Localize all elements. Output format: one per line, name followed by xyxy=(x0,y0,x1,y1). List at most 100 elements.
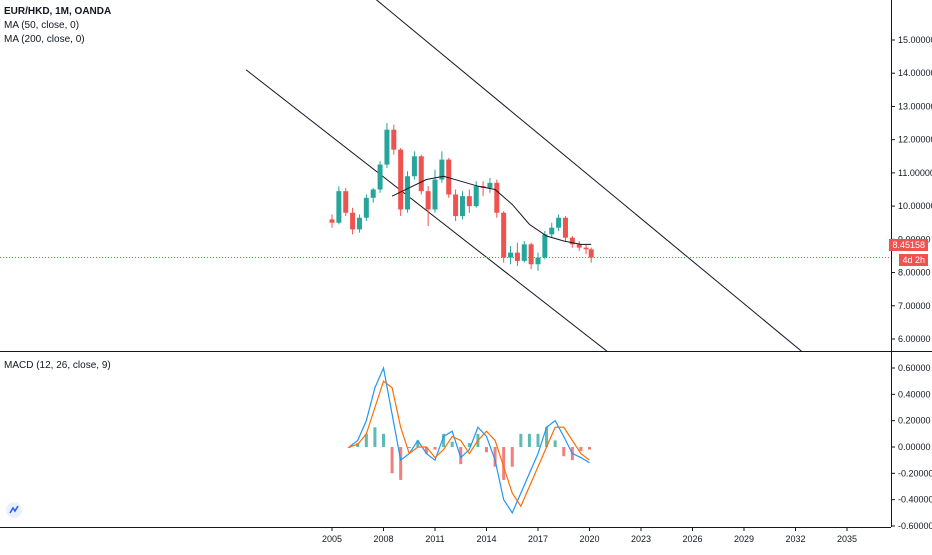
logo-glyph-icon xyxy=(9,505,19,514)
candle-body-3 xyxy=(350,212,356,230)
macd-histogram-bar-2 xyxy=(364,433,368,447)
price-tick-label-0: 6.00000 xyxy=(898,334,931,344)
candle-body-29 xyxy=(528,244,534,265)
candle-body-30 xyxy=(535,257,541,265)
macd-histogram-bar-16 xyxy=(485,447,488,453)
candle-body-10 xyxy=(398,149,404,210)
macd-histogram-bar-12 xyxy=(450,441,454,447)
macd-histogram-bar-8 xyxy=(416,440,420,447)
ma50-legend[interactable]: MA (50, close, 0) xyxy=(4,20,80,31)
price-tick-label-4: 10.00000 xyxy=(898,201,932,211)
candle-body-14 xyxy=(425,191,431,210)
price-tick-label-8: 14.00000 xyxy=(898,68,932,78)
candle-body-25 xyxy=(501,212,507,258)
macd-histogram-bar-21 xyxy=(527,433,531,447)
candle-body-38 xyxy=(588,249,594,258)
candle-body-1 xyxy=(336,191,342,223)
time-tick-label-1: 2008 xyxy=(373,534,393,544)
candle-body-33 xyxy=(556,217,562,228)
time-tick-label-6: 2023 xyxy=(631,534,651,544)
candle-body-32 xyxy=(549,227,555,235)
macd-histogram-bar-7 xyxy=(407,447,411,448)
candle-body-5 xyxy=(363,197,369,218)
candle-body-11 xyxy=(405,176,411,210)
candle-body-7 xyxy=(377,164,383,190)
candle-body-20 xyxy=(466,196,472,207)
candle-body-34 xyxy=(562,217,568,238)
macd-histogram-bar-20 xyxy=(519,433,523,447)
macd-tick-label-0: -0.60000 xyxy=(898,521,932,531)
price-tick-label-5: 11.00000 xyxy=(898,168,932,178)
macd-line xyxy=(348,365,590,515)
candle-body-36 xyxy=(576,244,582,248)
macd-tick-label-6: 0.60000 xyxy=(898,363,931,373)
macd-tick-label-5: 0.40000 xyxy=(898,389,931,399)
channel-trendline-1 xyxy=(245,69,608,351)
price-tick-label-1: 7.00000 xyxy=(898,301,931,311)
current-price-tag: 8.45158 xyxy=(889,239,928,251)
macd-histogram-bar-6 xyxy=(399,447,403,480)
macd-histogram-bar-5 xyxy=(390,447,394,474)
candle-body-6 xyxy=(370,189,376,198)
macd-signal-line xyxy=(348,380,590,508)
macd-histogram-bar-17 xyxy=(493,447,497,467)
macd-axis-ticks: -0.60000 -0.40000 -0.20000 0.00000 0.20000 0.… xyxy=(891,363,932,531)
time-tick-label-10: 2035 xyxy=(837,534,857,544)
candle-body-19 xyxy=(459,196,465,217)
macd-histogram-bar-28 xyxy=(588,447,591,450)
candle-body-2 xyxy=(343,191,349,213)
macd-tick-label-2: -0.20000 xyxy=(898,468,932,478)
candle-body-0 xyxy=(329,219,335,223)
candle-layer xyxy=(329,123,594,271)
macd-histogram-bar-24 xyxy=(553,440,557,447)
price-tick-label-7: 13.00000 xyxy=(898,101,932,111)
macd-histogram-bar-19 xyxy=(510,447,514,467)
macd-histogram-bar-14 xyxy=(467,443,471,447)
time-tick-label-7: 2026 xyxy=(682,534,702,544)
macd-histogram-bar-1 xyxy=(356,443,360,447)
price-axis-ticks: 6.000007.000008.000009.0000010.0000011.0… xyxy=(891,35,932,344)
channel-trendline-2 xyxy=(375,0,803,351)
macd-legend[interactable]: MACD (12, 26, close, 9) xyxy=(4,360,111,371)
price-tick-label-6: 12.00000 xyxy=(898,135,932,145)
candle-body-9 xyxy=(391,129,397,150)
symbol-legend[interactable]: EUR/HKD, 1M, OANDA xyxy=(4,6,112,17)
candle-body-18 xyxy=(453,194,459,217)
candle-body-4 xyxy=(356,217,362,230)
candle-body-31 xyxy=(542,234,548,258)
macd-histogram-bar-3 xyxy=(373,427,377,447)
macd-histogram-bar-11 xyxy=(442,433,446,447)
candle-body-23 xyxy=(487,182,493,188)
candle-body-27 xyxy=(514,252,520,261)
candle-body-26 xyxy=(508,252,514,258)
candle-body-35 xyxy=(569,237,575,245)
tradingview-logo-icon[interactable] xyxy=(6,502,22,518)
macd-tick-label-1: -0.40000 xyxy=(898,495,932,505)
time-tick-label-0: 2005 xyxy=(322,534,342,544)
candle-body-15 xyxy=(432,179,438,210)
time-tick-label-2: 2011 xyxy=(425,534,444,544)
macd-histogram-bar-27 xyxy=(579,447,583,451)
macd-histogram-bar-13 xyxy=(459,447,463,465)
macd-histogram-bar-23 xyxy=(545,427,549,447)
macd-histogram-bar-22 xyxy=(536,433,540,447)
price-tick-label-2: 8.00000 xyxy=(898,268,931,278)
macd-histogram-bar-0 xyxy=(347,447,351,448)
time-tick-label-9: 2032 xyxy=(785,534,805,544)
time-tick-label-8: 2029 xyxy=(734,534,754,544)
ma200-legend[interactable]: MA (200, close, 0) xyxy=(4,34,85,45)
candle-body-13 xyxy=(418,156,424,192)
macd-histogram-bar-18 xyxy=(502,447,506,480)
candle-body-17 xyxy=(446,159,452,195)
countdown-tag: 4d 2h xyxy=(899,254,928,266)
time-tick-label-4: 2017 xyxy=(528,534,548,544)
candle-body-28 xyxy=(521,244,527,261)
candle-body-37 xyxy=(583,247,589,250)
macd-histogram-bar-4 xyxy=(382,433,385,447)
time-tick-label-3: 2014 xyxy=(476,534,496,544)
candle-body-8 xyxy=(384,129,390,165)
macd-histogram-bar-25 xyxy=(562,447,566,457)
macd-tick-label-3: 0.00000 xyxy=(898,442,931,452)
